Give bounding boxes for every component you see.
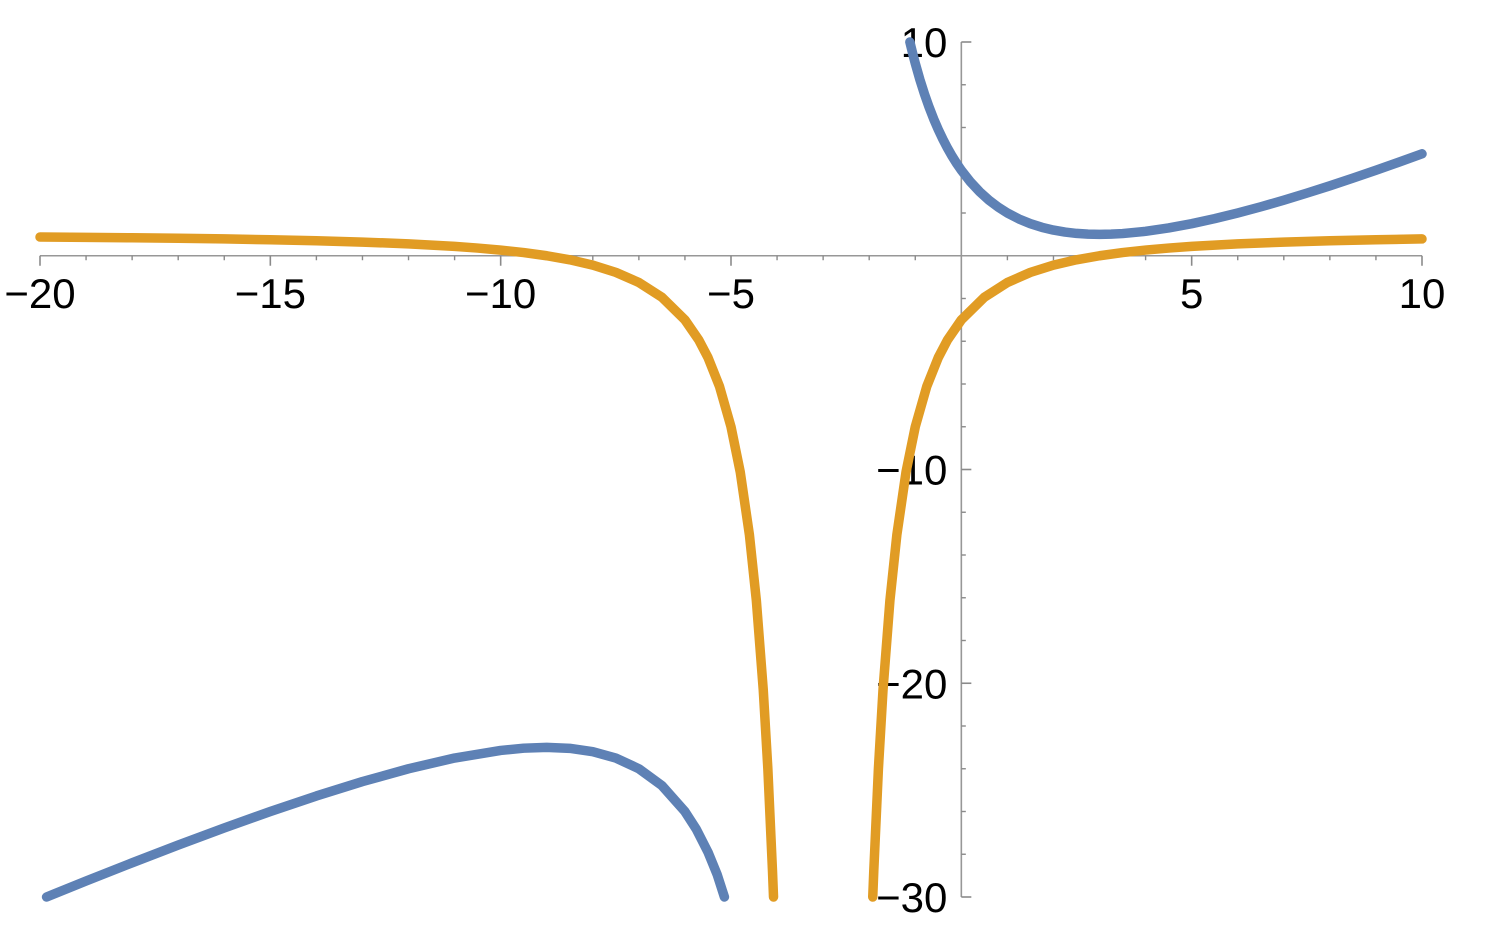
- orange-curve-branch: [35, 232, 779, 902]
- axes: [40, 42, 1422, 897]
- x-axis-tick-label: 10: [1399, 270, 1446, 317]
- blue-curve-branch: [905, 37, 1427, 240]
- curves: [35, 37, 1427, 902]
- x-axis-tick-label: −5: [707, 270, 755, 317]
- x-axis-tick-label: 5: [1180, 270, 1203, 317]
- orange-curve-branch: [868, 234, 1427, 902]
- axis-ticks: [39, 41, 1423, 898]
- y-axis-tick-label: −30: [876, 874, 947, 921]
- x-axis-tick-label: −20: [4, 270, 75, 317]
- blue-curve-branch: [41, 742, 730, 902]
- x-axis-tick-label: −15: [235, 270, 306, 317]
- x-axis-tick-label: −10: [465, 270, 536, 317]
